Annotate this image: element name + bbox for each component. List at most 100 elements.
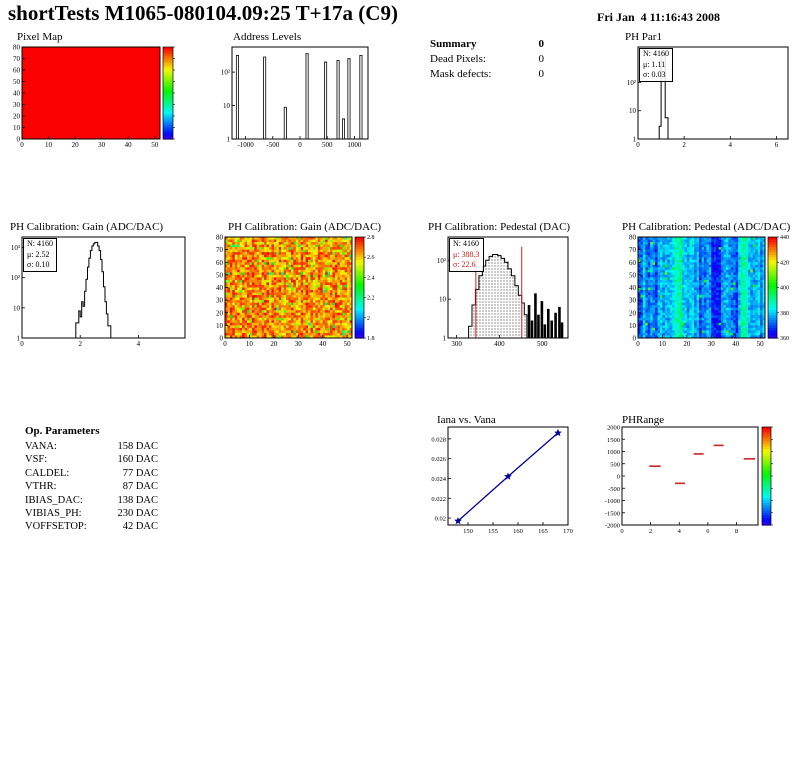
mask-defects-label: Mask defects: (430, 68, 492, 80)
svg-text:440: 440 (780, 235, 789, 241)
iana-vana-chart: Iana vs. Vana 150 155 160 165 170 0.02 0.022 0.… (425, 413, 575, 545)
op-parameters-title: Op. Parameters (25, 425, 100, 437)
svg-text:10: 10 (629, 107, 637, 115)
svg-text:40: 40 (629, 284, 637, 292)
svg-text:155: 155 (488, 528, 498, 535)
phrange-title: PHRange (622, 414, 665, 426)
svg-text:8: 8 (735, 528, 738, 535)
svg-text:1: 1 (443, 335, 447, 343)
stat-mean: μ: 388.3 (453, 249, 480, 259)
op-parameter-label: CALDEL: (25, 467, 70, 479)
stat-entries: N: 4160 (27, 239, 53, 248)
svg-text:0: 0 (220, 335, 224, 343)
svg-text:170: 170 (563, 528, 573, 535)
pedestal-hist-stats-box: N: 4160 μ: 388.3 σ: 22.6 (449, 238, 484, 272)
gain-hist-title: PH Calibration: Gain (ADC/DAC) (10, 221, 164, 233)
svg-text:1.8: 1.8 (367, 336, 375, 342)
svg-text:30: 30 (295, 340, 303, 348)
svg-text:0: 0 (620, 528, 623, 535)
svg-text:1000: 1000 (607, 449, 620, 456)
pixel-map-plot: 0 10 20 30 40 50 0 10 20 30 40 50 60 70 80 (13, 44, 175, 149)
svg-text:2: 2 (78, 340, 82, 348)
svg-text:80: 80 (216, 234, 224, 242)
ph-par1-chart: PH Par1 0 2 4 6 1 10 10² (615, 30, 796, 165)
svg-text:10: 10 (629, 322, 637, 330)
svg-text:0: 0 (633, 335, 637, 343)
svg-text:20: 20 (629, 309, 637, 317)
stat-sigma: σ: 22.6 (453, 260, 476, 269)
svg-text:30: 30 (13, 101, 21, 109)
svg-text:10: 10 (216, 322, 224, 330)
svg-text:20: 20 (216, 309, 224, 317)
svg-text:300: 300 (451, 340, 462, 348)
mask-defects-value: 0 (538, 68, 545, 80)
svg-text:10: 10 (223, 102, 231, 110)
op-parameter-value: 87 DAC (122, 481, 158, 493)
svg-text:160: 160 (513, 528, 523, 535)
op-parameter-row: VTHR: 87 DAC (25, 481, 158, 494)
stat-sigma: σ: 0.10 (27, 260, 50, 269)
gain-map-chart: PH Calibration: Gain (ADC/DAC) 0 10 20 30 40… (200, 220, 385, 360)
svg-text:30: 30 (216, 297, 224, 305)
svg-text:2: 2 (367, 316, 370, 322)
iana-vana-title: Iana vs. Vana (437, 414, 496, 426)
phrange-chart: PHRange 0 2 4 6 8 2000 1500 1000 500 0 -500 -1000 -1… (590, 413, 796, 545)
svg-text:80: 80 (629, 234, 637, 242)
dead-pixels-value: 0 (538, 53, 545, 65)
svg-text:4: 4 (729, 141, 733, 149)
svg-text:60: 60 (216, 259, 224, 267)
phrange-plot: 0 2 4 6 8 2000 1500 1000 500 0 -500 -1000 -1500 -2000 (605, 425, 773, 535)
pixel-map-title: Pixel Map (17, 31, 63, 43)
svg-text:20: 20 (683, 340, 691, 348)
svg-text:400: 400 (494, 340, 505, 348)
stat-mean: μ: 2.52 (27, 249, 50, 259)
svg-text:30: 30 (708, 340, 716, 348)
stat-mean: μ: 1.11 (643, 59, 666, 69)
svg-text:10: 10 (13, 124, 21, 132)
svg-text:80: 80 (13, 44, 21, 52)
svg-text:500: 500 (610, 461, 620, 468)
pedestal-map-title: PH Calibration: Pedestal (ADC/DAC) (622, 221, 791, 233)
summary-row-dead-pixels: Dead Pixels: 0 (430, 53, 544, 68)
svg-text:50: 50 (629, 271, 637, 279)
svg-text:20: 20 (270, 340, 278, 348)
svg-text:10: 10 (13, 304, 21, 312)
pedestal-hist-chart: PH Calibration: Pedestal (DAC) 300 400 500… (425, 220, 575, 360)
svg-text:10²: 10² (221, 69, 230, 77)
svg-text:20: 20 (13, 113, 21, 121)
gain-hist-plot: 0 2 4 1 10 10² 10³ (11, 236, 186, 348)
ph-par1-title: PH Par1 (625, 31, 662, 43)
svg-text:2.4: 2.4 (367, 275, 375, 281)
pedestal-hist-plot: 300 400 500 1 10 10² (437, 236, 569, 348)
svg-text:1500: 1500 (607, 437, 620, 444)
op-parameter-row: VANA: 158 DAC (25, 441, 158, 454)
svg-text:2.8: 2.8 (367, 235, 375, 241)
stat-entries: N: 4160 (453, 239, 479, 248)
svg-text:1: 1 (227, 136, 231, 144)
svg-text:10: 10 (659, 340, 667, 348)
op-parameter-value: 230 DAC (117, 507, 158, 519)
svg-text:50: 50 (13, 78, 21, 86)
op-parameter-label: VTHR: (25, 481, 57, 493)
address-levels-title: Address Levels (233, 31, 302, 43)
svg-text:30: 30 (98, 141, 106, 149)
svg-text:0: 0 (298, 141, 302, 149)
pixel-map-chart: Pixel Map 0 10 20 30 40 50 0 10 20 30 40 50 60 70 80 (0, 30, 205, 165)
summary-total: 0 (538, 38, 545, 50)
svg-text:2.2: 2.2 (367, 296, 375, 302)
pedestal-map-chart: PH Calibration: Pedestal (ADC/DAC) 0 10 20… (613, 220, 796, 360)
svg-text:150: 150 (463, 528, 473, 535)
address-levels-plot: -1000 -500 0 500 1000 1 10 10² (221, 46, 369, 149)
svg-text:0: 0 (223, 340, 227, 348)
svg-text:10: 10 (439, 296, 447, 304)
svg-text:50: 50 (151, 141, 159, 149)
svg-text:60: 60 (13, 67, 21, 75)
svg-text:2: 2 (649, 528, 652, 535)
svg-text:-1000: -1000 (237, 141, 254, 149)
svg-text:-2000: -2000 (605, 523, 620, 530)
svg-text:10²: 10² (627, 79, 636, 87)
svg-text:420: 420 (780, 260, 789, 266)
svg-text:6: 6 (706, 528, 710, 535)
svg-text:0: 0 (617, 474, 620, 481)
